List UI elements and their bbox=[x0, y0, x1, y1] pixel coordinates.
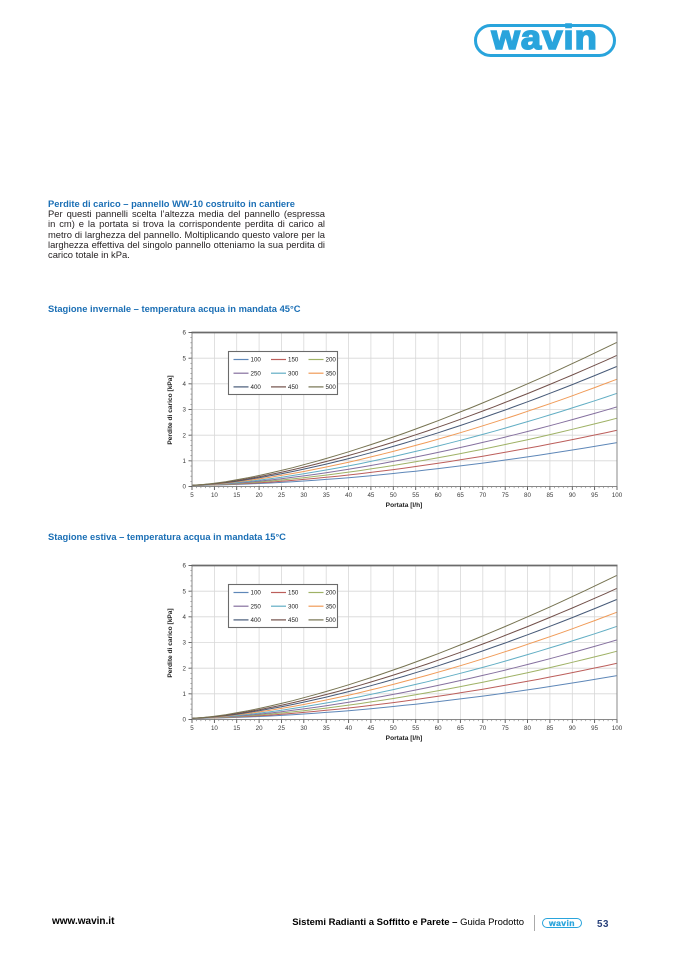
svg-text:20: 20 bbox=[256, 492, 263, 499]
svg-text:95: 95 bbox=[591, 725, 598, 732]
svg-text:40: 40 bbox=[345, 492, 352, 499]
svg-text:50: 50 bbox=[390, 725, 397, 732]
svg-text:200: 200 bbox=[326, 589, 337, 596]
svg-text:100: 100 bbox=[251, 589, 262, 596]
svg-text:3: 3 bbox=[183, 639, 187, 646]
svg-text:10: 10 bbox=[211, 492, 218, 499]
svg-text:6: 6 bbox=[183, 330, 187, 337]
svg-text:4: 4 bbox=[183, 613, 187, 620]
svg-text:55: 55 bbox=[412, 725, 419, 732]
svg-text:70: 70 bbox=[479, 725, 486, 732]
svg-text:300: 300 bbox=[288, 603, 299, 610]
svg-text:100: 100 bbox=[612, 725, 623, 732]
svg-text:350: 350 bbox=[326, 603, 337, 610]
svg-text:200: 200 bbox=[326, 357, 337, 364]
svg-text:6: 6 bbox=[183, 562, 187, 569]
svg-text:450: 450 bbox=[288, 384, 299, 391]
svg-text:75: 75 bbox=[502, 492, 509, 499]
svg-text:35: 35 bbox=[323, 492, 330, 499]
svg-text:Portata [l/h]: Portata [l/h] bbox=[386, 502, 423, 509]
svg-text:5: 5 bbox=[190, 725, 194, 732]
svg-text:50: 50 bbox=[390, 492, 397, 499]
svg-text:95: 95 bbox=[591, 492, 598, 499]
svg-text:Portata [l/h]: Portata [l/h] bbox=[386, 735, 423, 742]
svg-text:70: 70 bbox=[479, 492, 486, 499]
svg-text:75: 75 bbox=[502, 725, 509, 732]
svg-text:400: 400 bbox=[251, 384, 262, 391]
svg-text:250: 250 bbox=[251, 603, 262, 610]
svg-text:2: 2 bbox=[183, 432, 187, 439]
svg-text:450: 450 bbox=[288, 617, 299, 624]
svg-text:55: 55 bbox=[412, 492, 419, 499]
svg-text:80: 80 bbox=[524, 492, 531, 499]
svg-text:350: 350 bbox=[326, 370, 337, 377]
svg-text:80: 80 bbox=[524, 725, 531, 732]
svg-text:40: 40 bbox=[345, 725, 352, 732]
svg-text:0: 0 bbox=[183, 716, 187, 723]
svg-text:250: 250 bbox=[251, 370, 262, 377]
svg-text:30: 30 bbox=[300, 492, 307, 499]
svg-text:10: 10 bbox=[211, 725, 218, 732]
svg-text:5: 5 bbox=[183, 588, 187, 595]
svg-text:150: 150 bbox=[288, 357, 299, 364]
svg-text:2: 2 bbox=[183, 665, 187, 672]
svg-text:5: 5 bbox=[190, 492, 194, 499]
svg-text:Perdite di carico [kPa]: Perdite di carico [kPa] bbox=[167, 375, 174, 444]
svg-text:0: 0 bbox=[183, 484, 187, 491]
svg-text:90: 90 bbox=[569, 725, 576, 732]
svg-text:25: 25 bbox=[278, 492, 285, 499]
svg-text:100: 100 bbox=[251, 357, 262, 364]
svg-text:1: 1 bbox=[183, 458, 187, 465]
svg-text:1: 1 bbox=[183, 690, 187, 697]
svg-text:150: 150 bbox=[288, 589, 299, 596]
svg-text:45: 45 bbox=[367, 725, 374, 732]
svg-text:35: 35 bbox=[323, 725, 330, 732]
svg-text:15: 15 bbox=[233, 492, 240, 499]
svg-text:5: 5 bbox=[183, 355, 187, 362]
svg-text:85: 85 bbox=[546, 725, 553, 732]
svg-text:65: 65 bbox=[457, 492, 464, 499]
svg-text:100: 100 bbox=[612, 492, 623, 499]
svg-text:25: 25 bbox=[278, 725, 285, 732]
svg-text:500: 500 bbox=[326, 617, 337, 624]
svg-text:400: 400 bbox=[251, 617, 262, 624]
svg-text:3: 3 bbox=[183, 407, 187, 414]
svg-text:60: 60 bbox=[435, 492, 442, 499]
svg-text:15: 15 bbox=[233, 725, 240, 732]
svg-text:30: 30 bbox=[300, 725, 307, 732]
svg-text:60: 60 bbox=[435, 725, 442, 732]
svg-text:45: 45 bbox=[367, 492, 374, 499]
svg-text:65: 65 bbox=[457, 725, 464, 732]
svg-text:500: 500 bbox=[326, 384, 337, 391]
svg-text:Perdite di carico [kPa]: Perdite di carico [kPa] bbox=[167, 608, 174, 677]
svg-text:20: 20 bbox=[256, 725, 263, 732]
svg-text:4: 4 bbox=[183, 381, 187, 388]
svg-text:85: 85 bbox=[546, 492, 553, 499]
svg-text:300: 300 bbox=[288, 370, 299, 377]
svg-text:90: 90 bbox=[569, 492, 576, 499]
